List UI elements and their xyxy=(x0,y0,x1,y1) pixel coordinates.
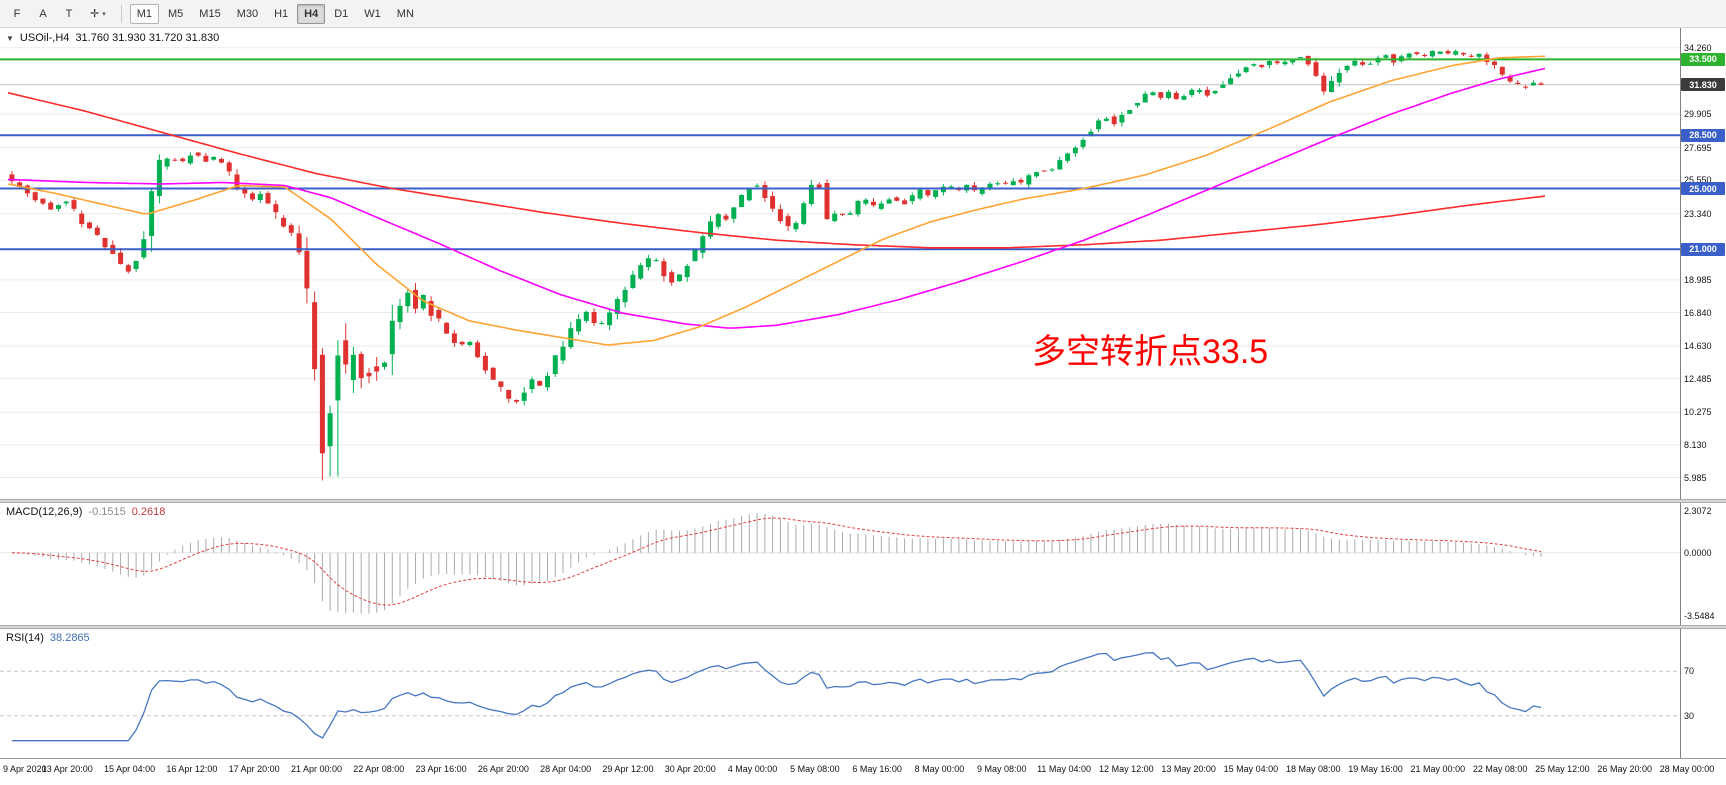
time-axis-label: 12 May 12:00 xyxy=(1099,764,1154,774)
timeframe-button-h1[interactable]: H1 xyxy=(274,7,289,20)
price-axis-label: 16.840 xyxy=(1684,307,1712,318)
main-chart-panel: ▼ USOil-,H4 31.760 31.930 31.720 31.830 … xyxy=(0,28,1726,499)
time-axis-label: 15 Apr 04:00 xyxy=(104,764,156,774)
time-axis-label: 29 Apr 12:00 xyxy=(602,764,654,774)
macd-axis-label: 2.3072 xyxy=(1684,506,1712,516)
price-axis-label: 27.695 xyxy=(1684,142,1712,153)
rsi-title: RSI(14) 38.2865 xyxy=(6,632,90,644)
time-axis-label: 13 Apr 20:00 xyxy=(41,764,93,774)
toolbar-separator xyxy=(120,4,122,23)
timeframe-button-mn[interactable]: MN xyxy=(396,7,414,20)
panel-resize-handle[interactable] xyxy=(0,499,1726,503)
time-axis-label: 9 May 08:00 xyxy=(976,764,1027,774)
time-axis-label: 23 Apr 16:00 xyxy=(415,764,467,774)
price-line-label-blue: 28.500 xyxy=(1681,128,1725,142)
time-axis-label: 28 May 00:00 xyxy=(1659,764,1715,774)
time-axis-label: 15 May 04:00 xyxy=(1223,764,1279,774)
price-line-label-current: 31.830 xyxy=(1681,78,1725,92)
timeframe-button-h4[interactable]: H4 xyxy=(297,3,326,24)
macd-signal-value: 0.2618 xyxy=(131,506,166,518)
time-axis-label: 21 May 00:00 xyxy=(1410,764,1466,774)
price-axis-label: 29.905 xyxy=(1684,108,1712,119)
dropdown-caret-icon: ▾ xyxy=(102,10,106,18)
time-axis-label: 9 Apr 2020 xyxy=(3,764,47,774)
toolbar-crosshair-button[interactable]: ✛ ▾ xyxy=(90,8,106,20)
macd-main-value: -0.1515 xyxy=(88,506,126,518)
price-line-label-green: 33.500 xyxy=(1681,52,1725,66)
ohlc-values: 31.760 31.930 31.720 31.830 xyxy=(75,32,220,44)
price-axis-label: 8.130 xyxy=(1684,439,1707,450)
toolbar-text-tool-button[interactable]: A xyxy=(39,7,47,20)
timeframe-button-m5[interactable]: M5 xyxy=(168,7,184,20)
price-axis-label: 10.275 xyxy=(1684,407,1712,418)
price-axis-label: 23.340 xyxy=(1684,208,1712,219)
time-axis-label: 28 Apr 04:00 xyxy=(540,764,592,774)
toolbar-trendline-tool-button[interactable]: T xyxy=(65,7,73,20)
candlestick-chart[interactable] xyxy=(0,28,1726,499)
chart-title: ▼ USOil-,H4 31.760 31.930 31.720 31.830 xyxy=(6,32,219,44)
time-axis-label: 18 May 08:00 xyxy=(1285,764,1341,774)
time-axis-label: 26 Apr 20:00 xyxy=(477,764,529,774)
time-axis-label: 11 May 04:00 xyxy=(1037,764,1091,774)
price-axis-label: 5.985 xyxy=(1684,472,1707,483)
rsi-indicator-panel: RSI(14) 38.2865 70 30 xyxy=(0,629,1726,758)
rsi-indicator-chart[interactable] xyxy=(0,629,1726,758)
toolbar: F A T ✛ ▾ M1 M5 M15 M30 H1 H4 D1 W1 MN xyxy=(0,0,1726,28)
rsi-label: RSI(14) xyxy=(6,632,44,644)
timeframe-button-w1[interactable]: W1 xyxy=(364,7,381,20)
symbol-period-label: USOil-,H4 xyxy=(19,32,70,44)
time-axis-label: 5 May 08:00 xyxy=(790,764,840,774)
toolbar-indicators-button[interactable]: F xyxy=(13,7,21,20)
macd-title: MACD(12,26,9) -0.1515 0.2618 xyxy=(6,506,165,518)
timeframe-button-m30[interactable]: M30 xyxy=(236,7,259,20)
time-axis-label: 19 May 16:00 xyxy=(1348,764,1403,774)
price-axis-label: 18.985 xyxy=(1684,274,1712,285)
time-axis-label: 21 Apr 00:00 xyxy=(290,764,342,774)
time-axis-label: 6 May 16:00 xyxy=(852,764,902,774)
macd-indicator-chart[interactable] xyxy=(0,503,1726,625)
price-line-label-blue: 25.000 xyxy=(1681,182,1725,196)
time-axis-label: 25 May 12:00 xyxy=(1535,764,1590,774)
macd-axis-label: 0.0000 xyxy=(1684,547,1712,558)
price-axis-label: 34.260 xyxy=(1684,42,1712,53)
time-axis-label: 17 Apr 20:00 xyxy=(228,764,280,774)
price-axis-label: 14.630 xyxy=(1684,341,1712,352)
time-axis-label: 13 May 20:00 xyxy=(1161,764,1216,774)
time-axis-label: 16 Apr 12:00 xyxy=(166,764,218,774)
timeframe-button-m15[interactable]: M15 xyxy=(199,7,221,20)
rsi-value: 38.2865 xyxy=(49,632,90,644)
time-axis-label: 8 May 00:00 xyxy=(914,764,965,774)
macd-label: MACD(12,26,9) xyxy=(6,506,83,518)
time-axis-label: 26 May 20:00 xyxy=(1597,764,1652,774)
timeframe-button-m1[interactable]: M1 xyxy=(129,3,160,24)
timeframe-button-d1[interactable]: D1 xyxy=(334,7,349,20)
macd-indicator-panel: MACD(12,26,9) -0.1515 0.2618 2.3072 0.000… xyxy=(0,503,1726,625)
price-axis-label: 25.550 xyxy=(1684,175,1712,186)
annotation-text: 多空转折点33.5 xyxy=(1032,333,1269,371)
time-axis-label: 22 Apr 08:00 xyxy=(353,764,405,774)
time-axis-label: 4 May 00:00 xyxy=(727,764,778,774)
time-axis-label: 30 Apr 20:00 xyxy=(664,764,716,774)
price-axis-label: 12.485 xyxy=(1684,373,1712,384)
rsi-axis-label: 30 xyxy=(1684,710,1695,721)
timeframe-button-group: M1 M5 M15 M30 H1 H4 D1 W1 MN xyxy=(129,3,421,24)
time-axis[interactable]: 9 Apr 2020 13 Apr 20:00 15 Apr 04:00 16 Apr… xyxy=(0,758,1726,785)
macd-axis-label: -3.5484 xyxy=(1684,611,1715,621)
rsi-axis-label: 70 xyxy=(1684,666,1695,677)
collapse-chart-icon[interactable]: ▼ xyxy=(6,33,14,43)
time-axis-label: 22 May 08:00 xyxy=(1472,764,1528,774)
toolbar-icon-group: F A T ✛ ▾ xyxy=(5,4,113,24)
panel-resize-handle[interactable] xyxy=(0,625,1726,629)
price-line-label-blue: 21.000 xyxy=(1681,242,1725,256)
